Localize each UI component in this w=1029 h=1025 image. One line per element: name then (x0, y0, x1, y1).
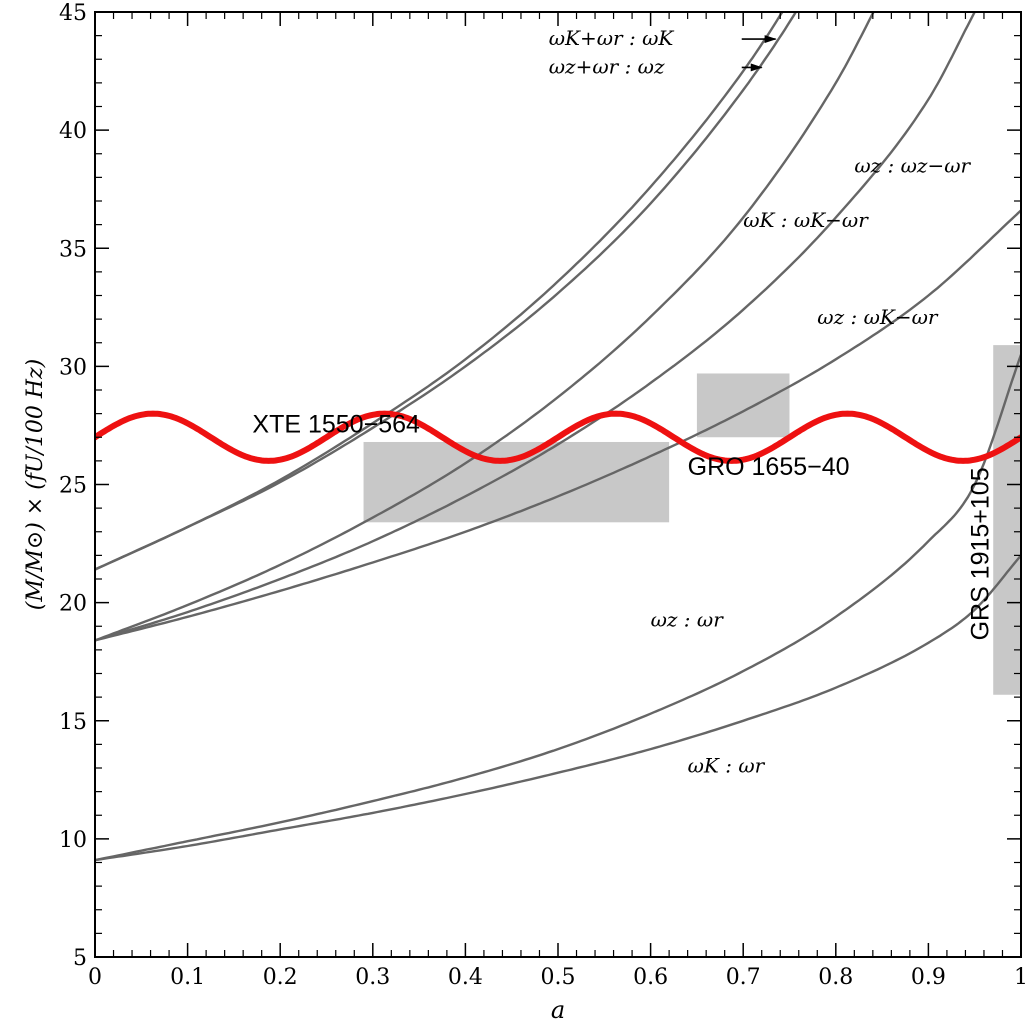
y-axis-title: (M/M⊙) × (fU/100 Hz) (23, 359, 48, 611)
curve-label-6: ωK : ωr (688, 754, 766, 778)
resonance-curve-4 (95, 209, 1021, 642)
region-box-2 (993, 345, 1021, 695)
curve-label-4: ωz : ωK−ωr (817, 305, 939, 329)
x-tick-label-5: 0.5 (541, 965, 576, 990)
source-label-2: GRS 1915+105 (967, 467, 995, 640)
labels-layer: ωK+ωr : ωK ωz+ωr : ωz ωz : ωz−ωr ωK : ωK−ωr… (252, 26, 994, 778)
y-tick-label-8: 45 (59, 1, 87, 26)
curve-label-1: ωz+ωr : ωz (549, 54, 665, 78)
y-tick-label-7: 40 (59, 119, 87, 144)
curve-label-5: ωz : ωr (651, 607, 725, 631)
regions-layer (363, 345, 1021, 695)
y-tick-label-0: 5 (73, 946, 87, 971)
x-tick-label-1: 0.1 (170, 965, 205, 990)
x-tick-label-7: 0.7 (726, 965, 761, 990)
curve-label-0: ωK+ωr : ωK (549, 26, 675, 50)
axes-layer: 0 0.1 0.2 0.3 0.4 0.5 0.6 0.7 0.8 0.9 151015202530… (23, 1, 1028, 1024)
wave-layer (95, 410, 1021, 464)
y-tick-label-3: 20 (59, 592, 87, 617)
resonance-curve-6 (95, 554, 1021, 862)
curve-label-3: ωK : ωK−ωr (743, 208, 869, 232)
x-tick-label-2: 0.2 (263, 965, 298, 990)
x-tick-label-9: 0.9 (911, 965, 946, 990)
curve-label-2: ωz : ωz−ωr (854, 154, 971, 178)
x-tick-label-4: 0.4 (448, 965, 483, 990)
y-tick-label-5: 30 (59, 355, 87, 380)
source-label-0: XTE 1550−564 (252, 411, 420, 439)
x-tick-label-6: 0.6 (633, 965, 668, 990)
x-tick-label-3: 0.3 (355, 965, 390, 990)
x-tick-label-0: 0 (88, 965, 102, 990)
y-tick-label-6: 35 (59, 237, 87, 262)
source-label-1: GRO 1655−40 (688, 453, 850, 481)
x-axis-title: a (551, 996, 565, 1024)
resonance-curve-2 (95, 12, 875, 642)
x-tick-label-8: 0.8 (818, 965, 853, 990)
resonance-curve-5 (95, 354, 1021, 862)
x-tick-label-10: 1 (1014, 965, 1028, 990)
region-box-0 (363, 441, 670, 523)
resonance-curve-3 (95, 12, 976, 642)
red-wave-line (95, 410, 1021, 464)
y-tick-label-2: 15 (59, 710, 87, 735)
y-tick-label-4: 25 (59, 474, 87, 499)
y-tick-label-1: 10 (59, 828, 87, 853)
resonance-curve-1 (95, 12, 798, 571)
